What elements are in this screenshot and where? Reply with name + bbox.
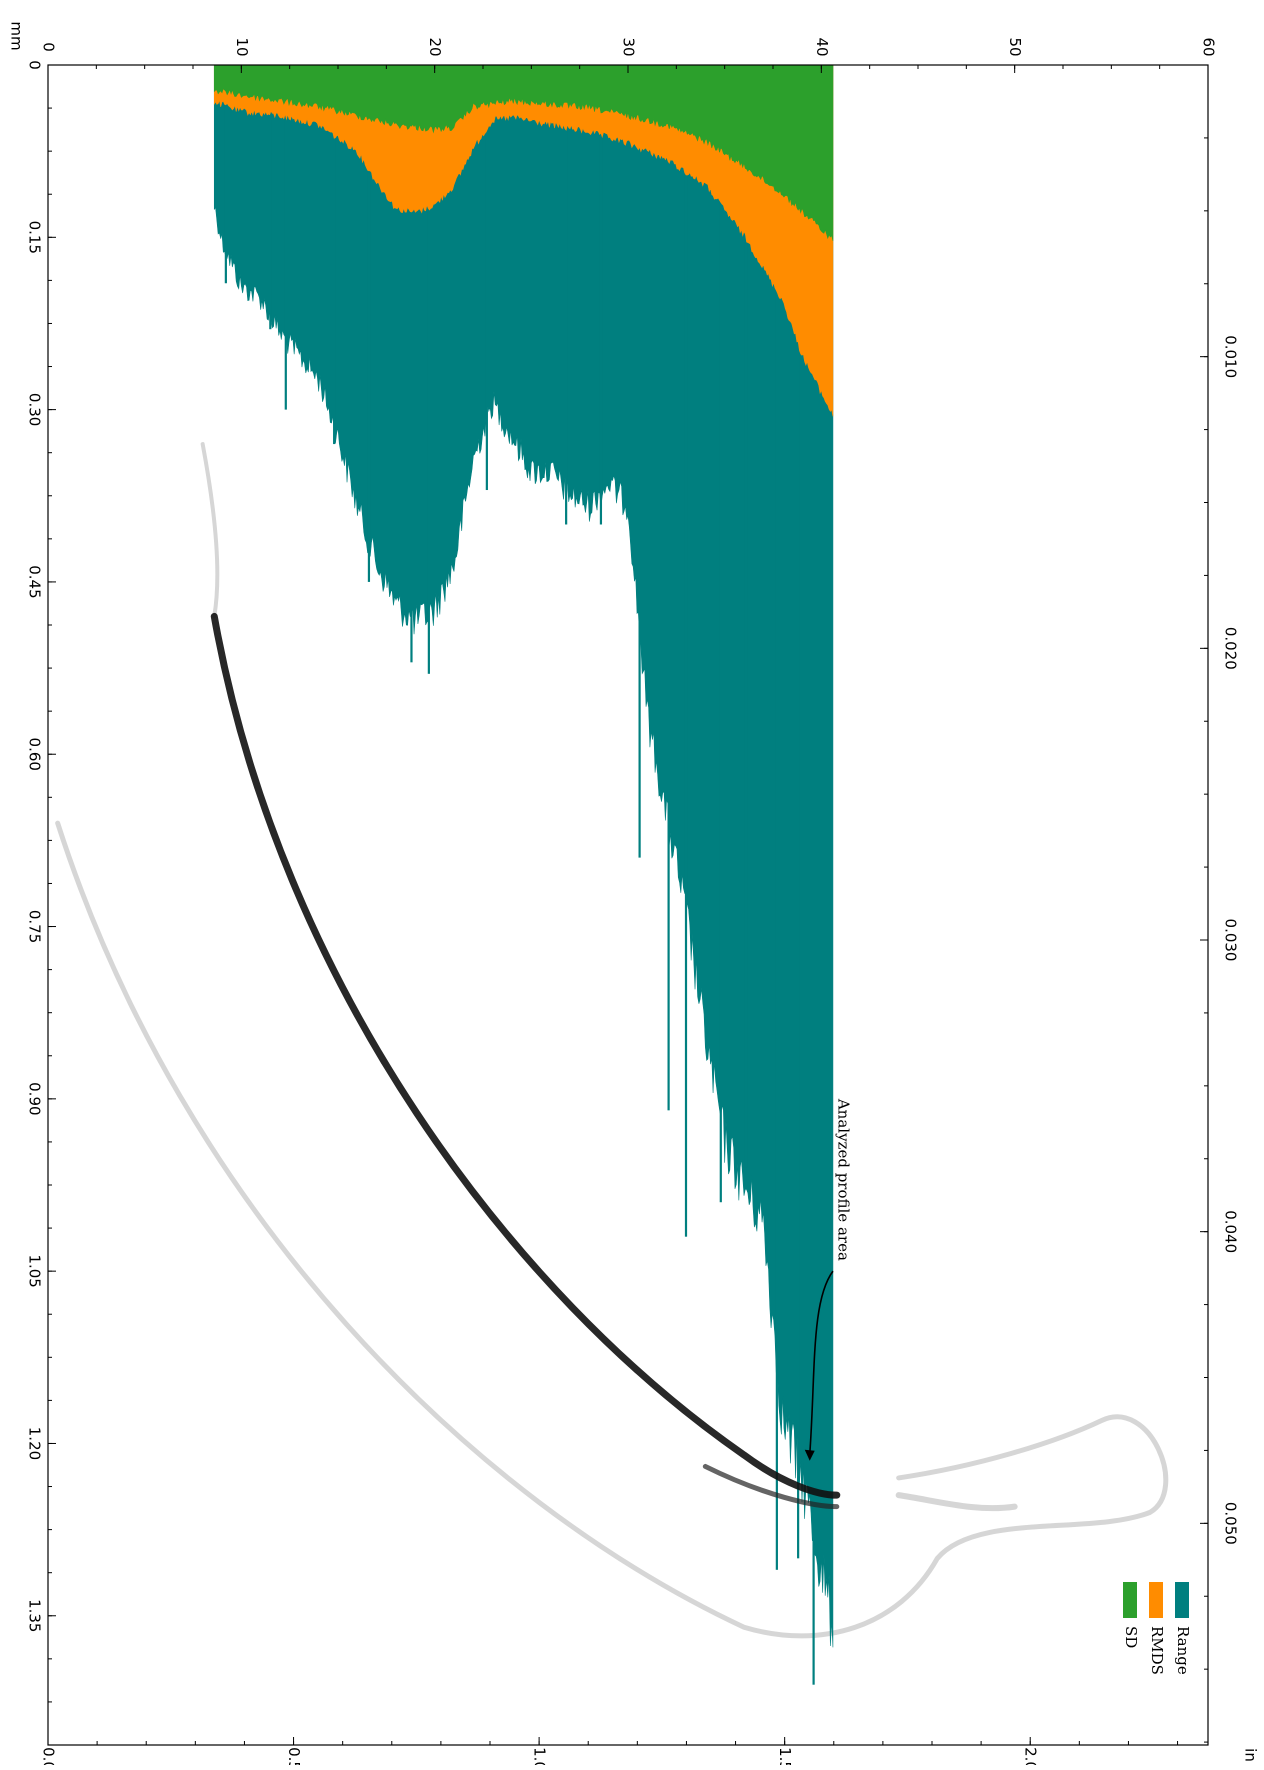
right-tick-label: 0.030	[1222, 919, 1240, 962]
top-tick-label: 50	[1006, 37, 1024, 56]
inner-profile-curve-faint	[200, 442, 220, 619]
range-spike	[744, 65, 748, 1168]
top-tick-label: 20	[426, 37, 444, 56]
annotation-arrow	[808, 1270, 834, 1455]
right-axis-unit-label: in	[1242, 1748, 1260, 1762]
left-tick-label: 0.60	[26, 738, 44, 771]
bottom-tick-label: 0.5	[285, 1747, 303, 1765]
left-tick-label: 0.30	[26, 393, 44, 426]
annotation-arrowhead	[804, 1449, 815, 1461]
legend-label-rmds: RMDS	[1148, 1626, 1166, 1675]
range-spike	[284, 65, 287, 410]
inner-profile-curve	[210, 612, 841, 1499]
range-spike	[565, 65, 568, 525]
annotation-group: Analyzed profile area	[804, 1098, 853, 1461]
range-spike	[599, 65, 603, 525]
right-tick-label: 0.020	[1222, 627, 1240, 670]
legend: Range RMDS SD	[1122, 1582, 1192, 1675]
bottom-tick-label: 2.0	[1022, 1747, 1040, 1765]
left-tick-label: 1.35	[26, 1599, 44, 1632]
legend-swatch-range	[1175, 1582, 1189, 1618]
range-spike	[224, 65, 227, 284]
range-spike	[269, 65, 272, 330]
left-tick-label: 0.90	[26, 1082, 44, 1115]
right-tick-label: 0.040	[1222, 1210, 1240, 1253]
legend-swatch-rmds	[1149, 1582, 1163, 1618]
range-spike	[667, 65, 670, 1111]
legend-label-sd: SD	[1122, 1626, 1140, 1648]
left-tick-label: 0.75	[26, 910, 44, 943]
range-spike	[485, 65, 488, 491]
top-tick-label: 30	[620, 37, 638, 56]
range-spike	[812, 65, 815, 1685]
loop-profile-curve	[895, 1492, 1018, 1512]
range-spike	[775, 65, 778, 1570]
range-spike	[684, 65, 688, 1237]
top-tick-label: 10	[233, 37, 251, 56]
range-spike	[638, 65, 641, 858]
area-sd	[213, 64, 834, 241]
right-tick-label: 0.010	[1222, 335, 1240, 378]
top-tick-label: 60	[1200, 37, 1218, 56]
range-spike	[410, 65, 413, 663]
top-tick-label: 0	[40, 42, 58, 52]
legend-label-range: Range	[1174, 1626, 1192, 1675]
right-tick-label: 0.050	[1222, 1502, 1240, 1545]
range-spike	[719, 65, 722, 1203]
area-range	[213, 64, 834, 1648]
bottom-tick-label: 1.5	[776, 1747, 794, 1765]
left-tick-label: 0.15	[26, 221, 44, 254]
area-rmds	[213, 64, 834, 417]
range-spike	[797, 65, 800, 1559]
left-axis-unit-label: mm	[8, 21, 26, 50]
annotation-label: Analyzed profile area	[835, 1098, 853, 1261]
left-tick-label: 0	[26, 60, 44, 70]
profile-scan-overlay	[55, 442, 1169, 1639]
profile-scan-overlay-front	[210, 612, 841, 1510]
range-spike	[427, 65, 430, 674]
tick-group: 00.150.300.450.600.750.901.051.201.35mm0…	[8, 21, 1260, 1770]
left-tick-label: 0.45	[26, 565, 44, 598]
series-group	[213, 64, 834, 1685]
left-tick-label: 1.05	[26, 1254, 44, 1287]
top-tick-label: 40	[813, 37, 831, 56]
bottom-tick-label: 0.0	[40, 1747, 58, 1765]
left-tick-label: 1.20	[26, 1427, 44, 1460]
legend-swatch-sd	[1123, 1582, 1137, 1618]
outer-profile-curve	[55, 820, 1169, 1639]
inner-profile-curve-tail	[702, 1463, 840, 1510]
bottom-tick-label: 1.0	[531, 1747, 549, 1765]
range-spike	[333, 65, 336, 445]
range-spike	[367, 65, 371, 582]
